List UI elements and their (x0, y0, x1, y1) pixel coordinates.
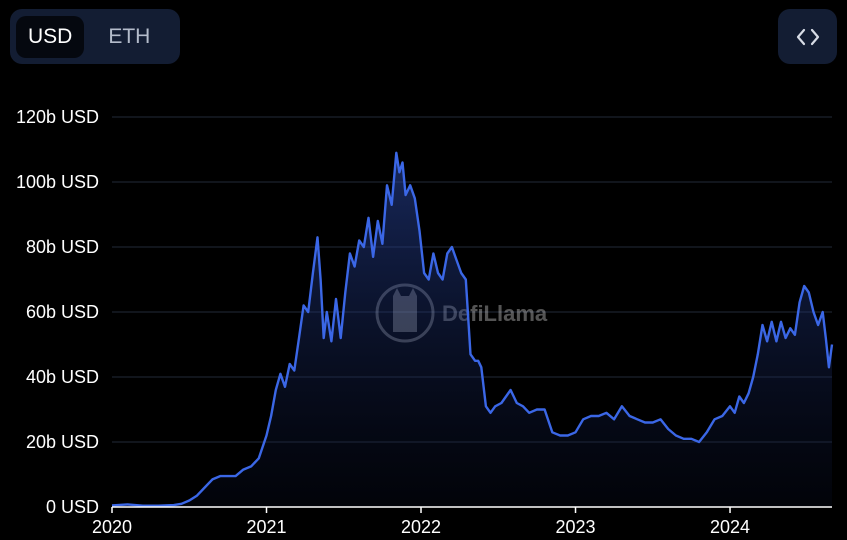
y-tick-label: 120b USD (16, 107, 99, 127)
embed-button[interactable] (778, 9, 837, 64)
currency-toggle: USD ETH (10, 9, 180, 64)
y-tick-label: 100b USD (16, 172, 99, 192)
y-axis-labels: 0 USD 20b USD 40b USD 60b USD 80b USD 100b US… (16, 107, 99, 517)
y-tick-label: 20b USD (26, 432, 99, 452)
eth-toggle-button[interactable]: ETH (108, 24, 151, 48)
y-tick-label: 0 USD (46, 497, 99, 517)
x-tick-label: 2021 (246, 517, 286, 537)
x-tick-label: 2020 (92, 517, 132, 537)
usd-toggle-button[interactable]: USD (16, 15, 85, 58)
y-tick-label: 40b USD (26, 367, 99, 387)
tvl-area-fill (112, 152, 832, 508)
x-axis-labels: 2020 2021 2022 2023 2024 (92, 507, 750, 537)
y-tick-label: 60b USD (26, 302, 99, 322)
x-tick-label: 2023 (555, 517, 595, 537)
tvl-line-series (111, 151, 834, 507)
code-brackets-icon (795, 27, 821, 47)
x-tick-label: 2022 (401, 517, 441, 537)
y-tick-label: 80b USD (26, 237, 99, 257)
x-tick-label: 2024 (710, 517, 750, 537)
